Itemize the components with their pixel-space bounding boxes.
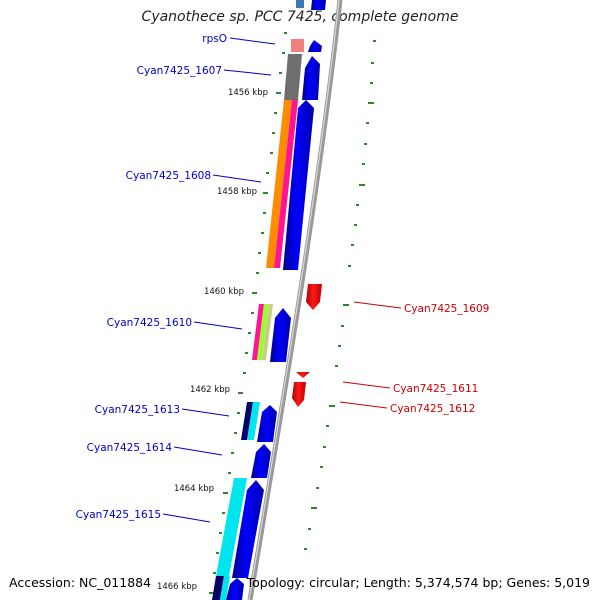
gene-arrow-1611[interactable] [296, 372, 310, 378]
forward-gene-labels: rpsO Cyan7425_1607 Cyan7425_1608 Cyan742… [76, 33, 227, 521]
gene-label-rpso[interactable]: rpsO [202, 33, 227, 45]
leader-1614 [173, 446, 223, 456]
gene-label-1612[interactable]: Cyan7425_1612 [390, 403, 475, 415]
ruler-label-1456: 1456 kbp [228, 88, 268, 98]
map-title: Cyanothece sp. PCC 7425, complete genome [141, 9, 459, 25]
gene-arrow-1609[interactable] [306, 284, 322, 310]
ruler-label-1464: 1464 kbp [174, 484, 214, 494]
bar-rpso-pink [291, 39, 304, 52]
reverse-gene-labels: Cyan7425_1609 Cyan7425_1611 Cyan7425_161… [390, 303, 489, 415]
ruler-label-1462: 1462 kbp [190, 385, 230, 395]
bar-1610-tan [262, 304, 273, 360]
gene-arrow-1612[interactable] [292, 382, 306, 407]
bar-1608-orange [266, 100, 292, 268]
bar-1607-gray [284, 54, 302, 100]
label-leaders [162, 37, 402, 523]
gene-label-1607[interactable]: Cyan7425_1607 [137, 65, 222, 77]
bar-1610-magenta [252, 304, 264, 360]
bar-1615-cyan [216, 478, 247, 576]
annotation-bars [212, 39, 304, 600]
leader-1611 [342, 381, 391, 389]
bar-1610-green [257, 304, 269, 360]
bar-1613-navy [241, 402, 253, 440]
gene-label-1613[interactable]: Cyan7425_1613 [95, 404, 180, 416]
ruler-labels: 1456 kbp 1458 kbp 1460 kbp 1462 kbp 1464… [157, 88, 268, 592]
leader-1613 [181, 408, 230, 417]
gene-arrow-1614[interactable] [251, 444, 271, 478]
gene-arrow-1607[interactable] [302, 56, 320, 100]
gene-arrow-top[interactable] [311, 0, 326, 10]
gene-arrow-1615[interactable] [232, 480, 264, 578]
gene-label-1611[interactable]: Cyan7425_1611 [393, 383, 478, 395]
right-tick-track [304, 40, 376, 550]
leader-1607 [223, 69, 272, 76]
genome-backbone-highlight [248, 0, 340, 600]
gene-label-1610[interactable]: Cyan7425_1610 [107, 317, 192, 329]
genome-backbone [247, 0, 343, 600]
gene-arrow-1608[interactable] [283, 100, 314, 270]
left-tick-track [209, 32, 287, 594]
genome-summary-text: Topology: circular; Length: 5,374,574 bp… [246, 575, 590, 590]
forward-genes [226, 0, 326, 600]
leader-1608 [212, 174, 262, 183]
leader-1615 [162, 513, 211, 523]
gene-label-1609[interactable]: Cyan7425_1609 [404, 303, 489, 315]
leader-1610 [193, 321, 243, 330]
leader-1612 [339, 401, 388, 409]
bar-bottom-cyan [220, 576, 230, 600]
gene-arrow-top-partial[interactable] [296, 0, 304, 8]
ruler-label-1466: 1466 kbp [157, 582, 197, 592]
reverse-genes [292, 284, 322, 407]
bar-1613-cyan [247, 402, 260, 440]
gene-arrow-rpso[interactable] [308, 40, 322, 52]
ruler-label-1458: 1458 kbp [217, 187, 257, 197]
leader-1609 [353, 301, 402, 309]
gene-label-1614[interactable]: Cyan7425_1614 [87, 442, 173, 454]
bar-1608-magenta [274, 100, 298, 268]
gene-label-1608[interactable]: Cyan7425_1608 [126, 170, 211, 182]
leader-rpso [229, 37, 276, 45]
gene-label-1615[interactable]: Cyan7425_1615 [76, 509, 161, 521]
gene-arrow-bottom[interactable] [226, 578, 244, 600]
accession-text: Accession: NC_011884 [9, 575, 152, 590]
ruler-label-1460: 1460 kbp [204, 287, 244, 297]
gene-arrow-1613[interactable] [257, 405, 277, 442]
gene-arrow-1610[interactable] [270, 308, 291, 362]
